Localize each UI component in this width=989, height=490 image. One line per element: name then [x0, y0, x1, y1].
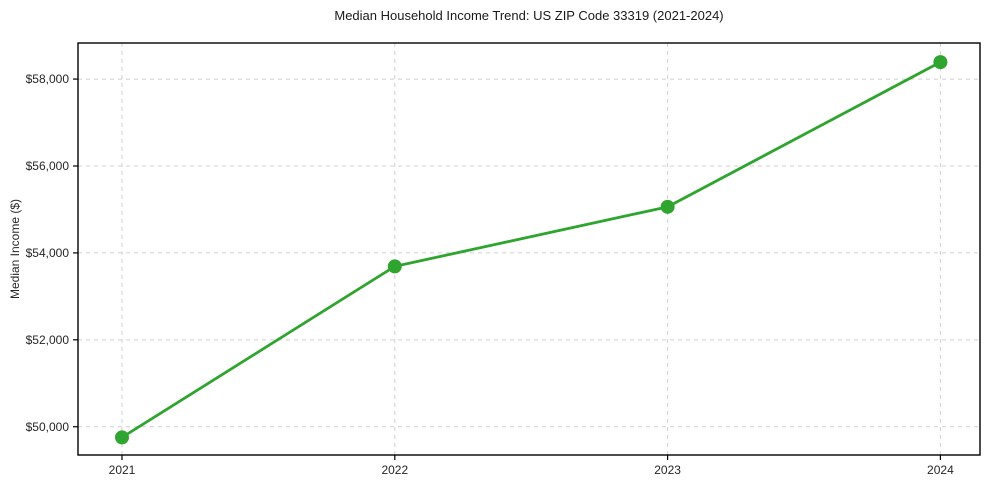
y-tick-label: $50,000	[26, 420, 70, 434]
y-tick-label: $54,000	[26, 246, 70, 260]
plot-border	[77, 42, 981, 456]
data-point	[387, 259, 402, 274]
chart-title: Median Household Income Trend: US ZIP Co…	[334, 8, 724, 23]
y-tick-label: $52,000	[26, 333, 70, 347]
x-tick-label: 2021	[109, 463, 136, 477]
x-tick-label: 2022	[381, 463, 408, 477]
data-point	[115, 430, 129, 445]
x-tick-label: 2024	[927, 463, 954, 477]
data-point	[933, 55, 948, 70]
y-axis-label: Median Income ($)	[8, 198, 22, 300]
y-tick-label: $58,000	[26, 72, 70, 86]
x-tick-label: 2023	[654, 463, 681, 477]
data-point	[660, 199, 675, 214]
y-tick-label: $56,000	[26, 159, 70, 173]
trend-line	[120, 60, 942, 439]
